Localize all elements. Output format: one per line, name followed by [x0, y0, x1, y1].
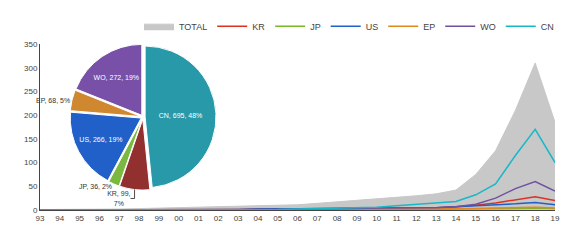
svg-text:94: 94 — [55, 214, 64, 223]
svg-text:03: 03 — [234, 214, 243, 223]
svg-text:14: 14 — [452, 214, 461, 223]
svg-text:100: 100 — [24, 158, 38, 167]
svg-text:18: 18 — [531, 214, 540, 223]
svg-text:11: 11 — [392, 214, 401, 223]
svg-text:02: 02 — [214, 214, 223, 223]
svg-text:12: 12 — [412, 214, 421, 223]
svg-text:EP, 68, 5%: EP, 68, 5% — [36, 97, 70, 104]
svg-text:EP: EP — [423, 22, 435, 32]
svg-text:97: 97 — [115, 214, 124, 223]
svg-text:50: 50 — [28, 182, 37, 191]
svg-text:JP, 36, 2%: JP, 36, 2% — [79, 183, 112, 190]
svg-text:350: 350 — [24, 40, 38, 49]
svg-text:KR, 99,7%: KR, 99,7% — [107, 190, 130, 206]
svg-text:07: 07 — [313, 214, 322, 223]
svg-text:TOTAL: TOTAL — [179, 22, 207, 32]
svg-text:93: 93 — [36, 214, 45, 223]
svg-text:WO, 272, 19%: WO, 272, 19% — [94, 74, 140, 81]
svg-text:96: 96 — [95, 214, 104, 223]
svg-text:0: 0 — [33, 206, 38, 215]
svg-text:09: 09 — [352, 214, 361, 223]
svg-text:01: 01 — [194, 214, 203, 223]
svg-text:05: 05 — [273, 214, 282, 223]
svg-text:95: 95 — [75, 214, 84, 223]
svg-text:00: 00 — [174, 214, 183, 223]
svg-text:99: 99 — [154, 214, 163, 223]
svg-text:CN, 695, 48%: CN, 695, 48% — [159, 112, 203, 119]
svg-text:300: 300 — [24, 64, 38, 73]
svg-text:200: 200 — [24, 111, 38, 120]
svg-text:04: 04 — [253, 214, 262, 223]
svg-text:WO: WO — [480, 22, 496, 32]
svg-text:KR: KR — [252, 22, 265, 32]
svg-text:150: 150 — [24, 135, 38, 144]
svg-text:10: 10 — [372, 214, 381, 223]
svg-text:98: 98 — [135, 214, 144, 223]
svg-text:17: 17 — [511, 214, 520, 223]
svg-text:JP: JP — [310, 22, 321, 32]
svg-text:06: 06 — [293, 214, 302, 223]
svg-text:08: 08 — [333, 214, 342, 223]
svg-text:19: 19 — [551, 214, 560, 223]
svg-text:US, 266, 19%: US, 266, 19% — [79, 136, 122, 143]
svg-text:16: 16 — [491, 214, 500, 223]
svg-text:250: 250 — [24, 87, 38, 96]
svg-text:15: 15 — [471, 214, 480, 223]
svg-text:CN: CN — [541, 22, 554, 32]
svg-text:13: 13 — [432, 214, 441, 223]
svg-text:US: US — [366, 22, 379, 32]
